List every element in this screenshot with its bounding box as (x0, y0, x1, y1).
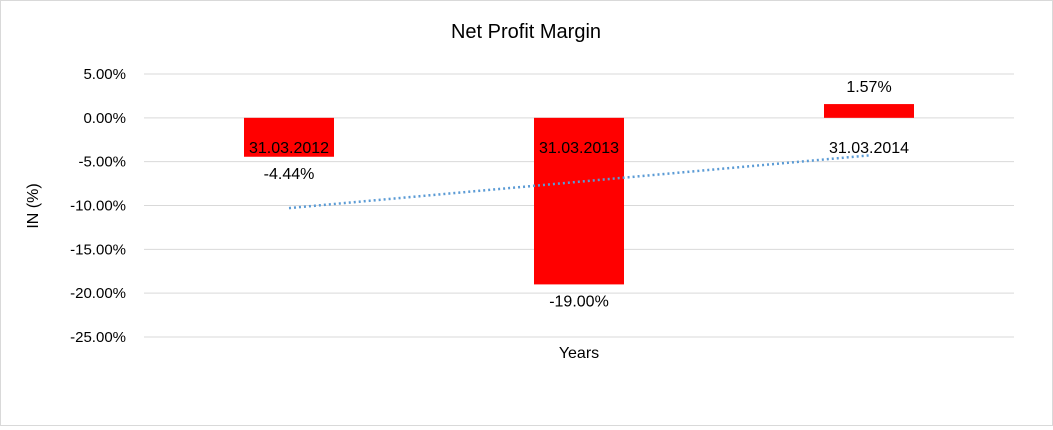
chart-title: Net Profit Margin (451, 21, 601, 43)
y-tick-label: 5.00% (83, 66, 126, 83)
bar (534, 117, 624, 285)
y-axis-ticks: 5.00% 0.00% -5.00% -10.00% -15.00% -20.00% -25… (70, 66, 126, 346)
y-axis-title: IN (%) (25, 183, 42, 228)
bars (244, 104, 914, 285)
category-labels: 31.03.2012 31.03.2013 31.03.2014 (249, 140, 909, 157)
data-label: 1.57% (846, 79, 891, 96)
y-tick-label: -10.00% (70, 198, 126, 215)
data-labels: -4.44% -19.00% 1.57% (264, 79, 892, 310)
category-label: 31.03.2012 (249, 140, 329, 157)
y-tick-label: -20.00% (70, 285, 126, 302)
trendline-line (288, 154, 870, 210)
bar (824, 104, 914, 118)
trendline (288, 154, 870, 210)
bar (244, 117, 334, 157)
y-tick-label: -25.00% (70, 329, 126, 346)
category-label: 31.03.2013 (539, 140, 619, 157)
y-tick-label: -15.00% (70, 241, 126, 258)
data-label: -4.44% (264, 166, 315, 183)
y-tick-label: 0.00% (83, 110, 126, 127)
x-axis-title: Years (559, 345, 599, 362)
data-label: -19.00% (549, 293, 609, 310)
y-tick-label: -5.00% (78, 154, 126, 171)
category-label: 31.03.2014 (829, 140, 909, 157)
